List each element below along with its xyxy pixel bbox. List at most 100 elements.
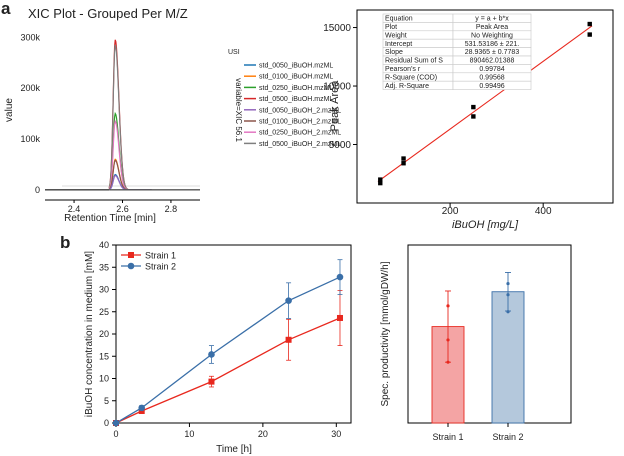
regression-table-key: Weight (385, 32, 407, 39)
concentration-x-tick-label: 0 (113, 429, 118, 439)
xic-legend-label: std_0050_iBuOH_2.mzML (259, 107, 341, 114)
concentration-x-tick-label: 10 (184, 429, 194, 439)
concentration-point (336, 273, 344, 281)
calibration-x-label: iBuOH [mg/L] (452, 219, 519, 231)
regression-table-key: Intercept (385, 41, 412, 48)
xic-x-tick-label: 2.6 (116, 204, 129, 214)
regression-table: Equation y = a + b*x Plot Peak Area Weight No… (382, 13, 532, 90)
xic-legend-label: std_0100_iBuOH_2.mzML (259, 119, 341, 126)
concentration-y-tick-label: 35 (99, 262, 109, 272)
calibration-y-label: Peak Area (329, 80, 341, 132)
concentration-chart: iBuOH concentration in medium [mM] Time … (84, 240, 352, 455)
xic-x-tick-label: 2.8 (165, 204, 178, 214)
concentration-point (112, 419, 120, 427)
concentration-point (336, 314, 343, 321)
regression-table-value-cell (452, 80, 532, 90)
concentration-legend-marker (128, 252, 134, 258)
calibration-x-tick-label: 400 (535, 206, 552, 217)
regression-table-value: 0.99496 (479, 83, 504, 90)
regression-table-key: Residual Sum of S (385, 58, 443, 65)
regression-table-value: Peak Area (476, 24, 508, 31)
concentration-x-label: Time [h] (216, 444, 252, 455)
productivity-replicate-point (446, 304, 450, 308)
xic-series-line (108, 173, 152, 191)
calibration-point (471, 104, 476, 110)
panel-b-label: b (60, 233, 70, 252)
concentration-series-line (115, 276, 341, 424)
xic-series-line (108, 119, 152, 191)
concentration-point (208, 351, 215, 358)
concentration-plot-area (112, 259, 344, 427)
calibration-fit-line (377, 25, 593, 182)
xic-legend-label: std_0500_iBuOH.mzML (259, 96, 333, 103)
regression-table-value: 0.99784 (479, 66, 504, 73)
calibration-point (401, 156, 406, 161)
calibration-point (378, 180, 383, 186)
xic-title: XIC Plot - Grouped Per M/Z (28, 6, 188, 21)
regression-table-value: 531.53186 ± 221. (465, 41, 520, 48)
concentration-point (285, 297, 292, 304)
productivity-replicate-point (506, 281, 510, 286)
xic-x-label: Retention Time [min] (64, 213, 156, 224)
xic-x-tick-label: 2.4 (68, 204, 81, 214)
xic-legend-side-label: variable=XIC 56.1 (234, 78, 243, 142)
productivity-frame (407, 244, 572, 424)
xic-chart: XIC Plot - Grouped Per M/Z value Retenti… (4, 6, 341, 224)
productivity-replicate-point (506, 293, 510, 297)
productivity-chart: Spec. productivity [mmol/gDW/h] Strain 1… (380, 244, 572, 442)
concentration-y-tick-label: 0 (104, 418, 109, 428)
productivity-category-label: Strain 1 (432, 432, 463, 442)
regression-table-key: Plot (385, 24, 397, 31)
concentration-point (208, 378, 215, 385)
regression-table-value: 28.9365 ± 0.7783 (465, 49, 520, 56)
xic-legend: std_0050_iBuOH.mzML std_0100_iBuOH.mzMLst… (244, 63, 341, 148)
panel-a-label: a (1, 0, 11, 18)
xic-y-tick-label: 300k (20, 32, 40, 42)
concentration-y-tick-label: 25 (99, 307, 109, 317)
calibration-ticks: 200 400 5000 10000 15000 (323, 23, 552, 217)
calibration-point (471, 114, 476, 119)
concentration-point (285, 336, 292, 343)
concentration-frame (115, 244, 352, 424)
regression-table-key: R-Square (COD) (385, 74, 437, 81)
calibration-point (378, 177, 383, 182)
calibration-chart: Peak Area iBuOH [mg/L] 200 400 5000 10000 15… (323, 9, 614, 231)
regression-table-key: Equation (385, 16, 413, 23)
regression-table-key: Pearson's r (385, 66, 421, 73)
calibration-y-tick-label: 15000 (323, 23, 351, 34)
xic-lines (108, 39, 200, 191)
xic-y-tick-label: 0 (35, 185, 40, 195)
xic-legend-title: USI (228, 49, 240, 56)
calibration-point (587, 32, 592, 37)
calibration-point (401, 161, 406, 166)
regression-table-value: 890462.01388 (470, 58, 515, 65)
concentration-ticks: 0 10 20 30 0 5 10 15 20 25 30 35 40 (99, 240, 341, 439)
concentration-x-tick-label: 20 (258, 429, 268, 439)
regression-table-key: Adj. R-Square (385, 83, 429, 90)
concentration-y-tick-label: 20 (99, 329, 109, 339)
calibration-y-tick-label: 10000 (323, 82, 351, 93)
xic-legend-label: std_0100_iBuOH.mzML (259, 74, 333, 81)
concentration-y-tick-label: 10 (99, 374, 109, 384)
xic-legend-label: std_0500_iBuOH_2.mzML (259, 141, 341, 148)
xic-series-line (108, 44, 152, 191)
concentration-y-tick-label: 15 (99, 351, 109, 361)
productivity-y-label: Spec. productivity [mmol/gDW/h] (380, 261, 391, 406)
xic-y-tick-label: 200k (20, 83, 40, 93)
concentration-y-tick-label: 30 (99, 285, 109, 295)
concentration-point (138, 404, 146, 412)
regression-table-value: y = a + b*x (475, 16, 509, 23)
xic-series-line (108, 111, 152, 191)
productivity-replicate-point (446, 338, 450, 342)
concentration-x-tick-label: 30 (331, 429, 341, 439)
calibration-x-tick-label: 200 (442, 206, 459, 217)
concentration-legend-label: Strain 2 (145, 262, 176, 272)
calibration-y-tick-label: 5000 (329, 140, 352, 151)
xic-ticks: 2.4 2.6 2.8 0 100k 200k 300k (20, 32, 177, 214)
concentration-y-tick-label: 40 (99, 240, 109, 250)
concentration-y-tick-label: 5 (104, 396, 109, 406)
xic-legend-label: std_0250_iBuOH_2.mzML (259, 130, 341, 137)
concentration-series-line (115, 317, 341, 424)
